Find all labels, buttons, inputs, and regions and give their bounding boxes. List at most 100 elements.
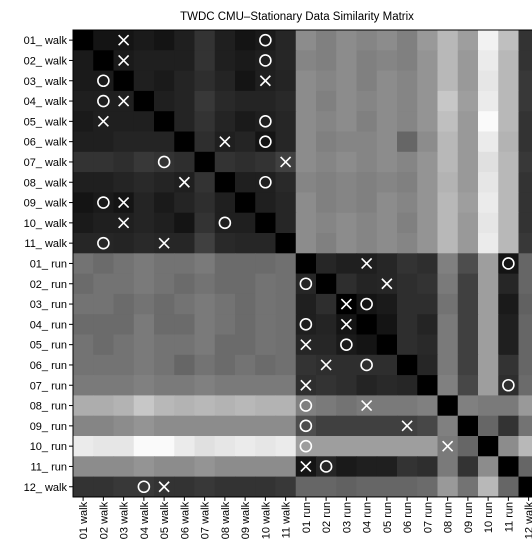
heatmap-cell	[235, 212, 256, 234]
heatmap-cell	[316, 192, 337, 214]
row-label: 10_ walk	[24, 218, 68, 230]
heatmap-cell	[437, 375, 459, 396]
heatmap-cell	[214, 375, 236, 396]
heatmap-cell	[356, 90, 378, 112]
heatmap-cell	[73, 233, 94, 254]
heatmap-cell	[275, 172, 297, 193]
heatmap-cell	[275, 375, 297, 396]
heatmap-cell	[336, 70, 358, 92]
heatmap-cell	[437, 334, 459, 356]
heatmap-cell	[518, 233, 532, 254]
cross-marker	[97, 115, 109, 127]
column-label: 01 run	[301, 502, 313, 533]
heatmap-cell	[397, 293, 418, 315]
heatmap-cell	[336, 192, 358, 214]
cross-marker	[118, 54, 130, 67]
heatmap-cell	[255, 90, 277, 112]
heatmap-cell	[154, 293, 175, 315]
heatmap-cell	[133, 151, 155, 173]
circle-marker	[259, 33, 272, 47]
heatmap-cell	[73, 30, 94, 51]
heatmap-cell	[376, 456, 398, 478]
heatmap-cell	[397, 395, 418, 417]
heatmap-cell	[174, 50, 196, 72]
heatmap-cell	[518, 131, 532, 153]
heatmap-cell	[498, 212, 520, 234]
row-label: 04_ run	[30, 319, 67, 331]
heatmap-cell	[397, 131, 418, 153]
heatmap-cell	[113, 375, 135, 396]
heatmap-cell	[478, 436, 499, 457]
circle-marker	[299, 439, 313, 453]
heatmap-cell	[356, 70, 378, 92]
heatmap-cell	[214, 456, 236, 478]
heatmap-cell	[356, 273, 378, 295]
heatmap-cell	[73, 151, 94, 173]
heatmap-cell	[255, 415, 277, 437]
heatmap-cell	[336, 273, 358, 295]
heatmap-cell	[214, 30, 236, 51]
heatmap-cell	[478, 293, 499, 315]
heatmap-cell	[275, 436, 297, 457]
column-label: 05 walk	[159, 501, 171, 539]
heatmap-cell	[316, 314, 337, 336]
heatmap-cell	[478, 354, 499, 376]
heatmap-cell	[194, 293, 216, 315]
cross-marker	[178, 176, 190, 188]
row-label: 08_ walk	[24, 177, 68, 189]
heatmap-cell	[194, 172, 216, 193]
heatmap-cell	[93, 233, 115, 254]
heatmap-cell	[437, 354, 459, 376]
heatmap-cell	[133, 354, 155, 376]
heatmap-cell	[133, 334, 155, 356]
heatmap-cell	[417, 476, 439, 498]
heatmap-cell	[113, 476, 135, 498]
heatmap-cell	[73, 293, 94, 315]
heatmap-cell	[174, 415, 196, 437]
heatmap-cell	[336, 30, 358, 51]
heatmap-cell	[417, 314, 439, 336]
heatmap-cell	[275, 456, 297, 478]
heatmap-cell	[93, 354, 115, 376]
heatmap-cell	[295, 90, 317, 112]
heatmap-cell	[417, 375, 439, 396]
heatmap-cell	[316, 172, 337, 193]
column-labels: 01 walk 02 walk 03 walk 04 walk 05 walk 06 wa…	[78, 501, 532, 539]
heatmap-cell	[174, 395, 196, 417]
heatmap-cell	[174, 334, 196, 356]
heatmap-cell	[498, 375, 520, 396]
heatmap-cell	[498, 476, 520, 498]
heatmap-cell	[295, 151, 317, 173]
cross-marker	[118, 196, 130, 209]
heatmap-cell	[295, 192, 317, 214]
heatmap-cell	[518, 354, 532, 376]
heatmap-cell	[518, 111, 532, 133]
heatmap-cell	[214, 151, 236, 173]
heatmap-cell	[93, 30, 115, 51]
heatmap-cell	[295, 50, 317, 72]
cross-marker	[158, 481, 170, 493]
heatmap-cell	[518, 172, 532, 193]
heatmap-cell	[498, 30, 520, 51]
heatmap-cell	[316, 233, 337, 254]
heatmap-cell	[457, 151, 479, 173]
heatmap-cell	[356, 30, 378, 51]
heatmap-cell	[356, 314, 378, 336]
heatmap-cell	[154, 111, 175, 133]
heatmap-cell	[518, 273, 532, 295]
heatmap-cell	[498, 111, 520, 133]
row-label: 11_ walk	[24, 238, 67, 250]
circle-marker	[137, 480, 151, 494]
heatmap-cell	[478, 233, 499, 254]
heatmap-cell	[194, 354, 216, 376]
heatmap-cell	[133, 212, 155, 234]
heatmap-cell	[235, 314, 256, 336]
heatmap-cell	[376, 354, 398, 376]
heatmap-cell	[174, 354, 196, 376]
circle-marker	[259, 54, 272, 67]
heatmap-cell	[133, 395, 155, 417]
heatmap-cell	[93, 172, 115, 193]
heatmap-cell	[518, 314, 532, 336]
heatmap-cell	[397, 233, 418, 254]
heatmap-cell	[437, 476, 459, 498]
